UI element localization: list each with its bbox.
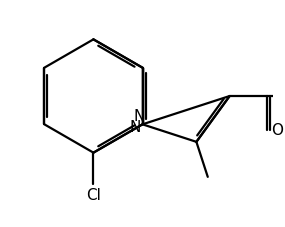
Text: N: N [129,120,141,135]
Text: O: O [271,123,283,138]
Text: N: N [134,109,145,124]
Text: Cl: Cl [86,187,101,202]
